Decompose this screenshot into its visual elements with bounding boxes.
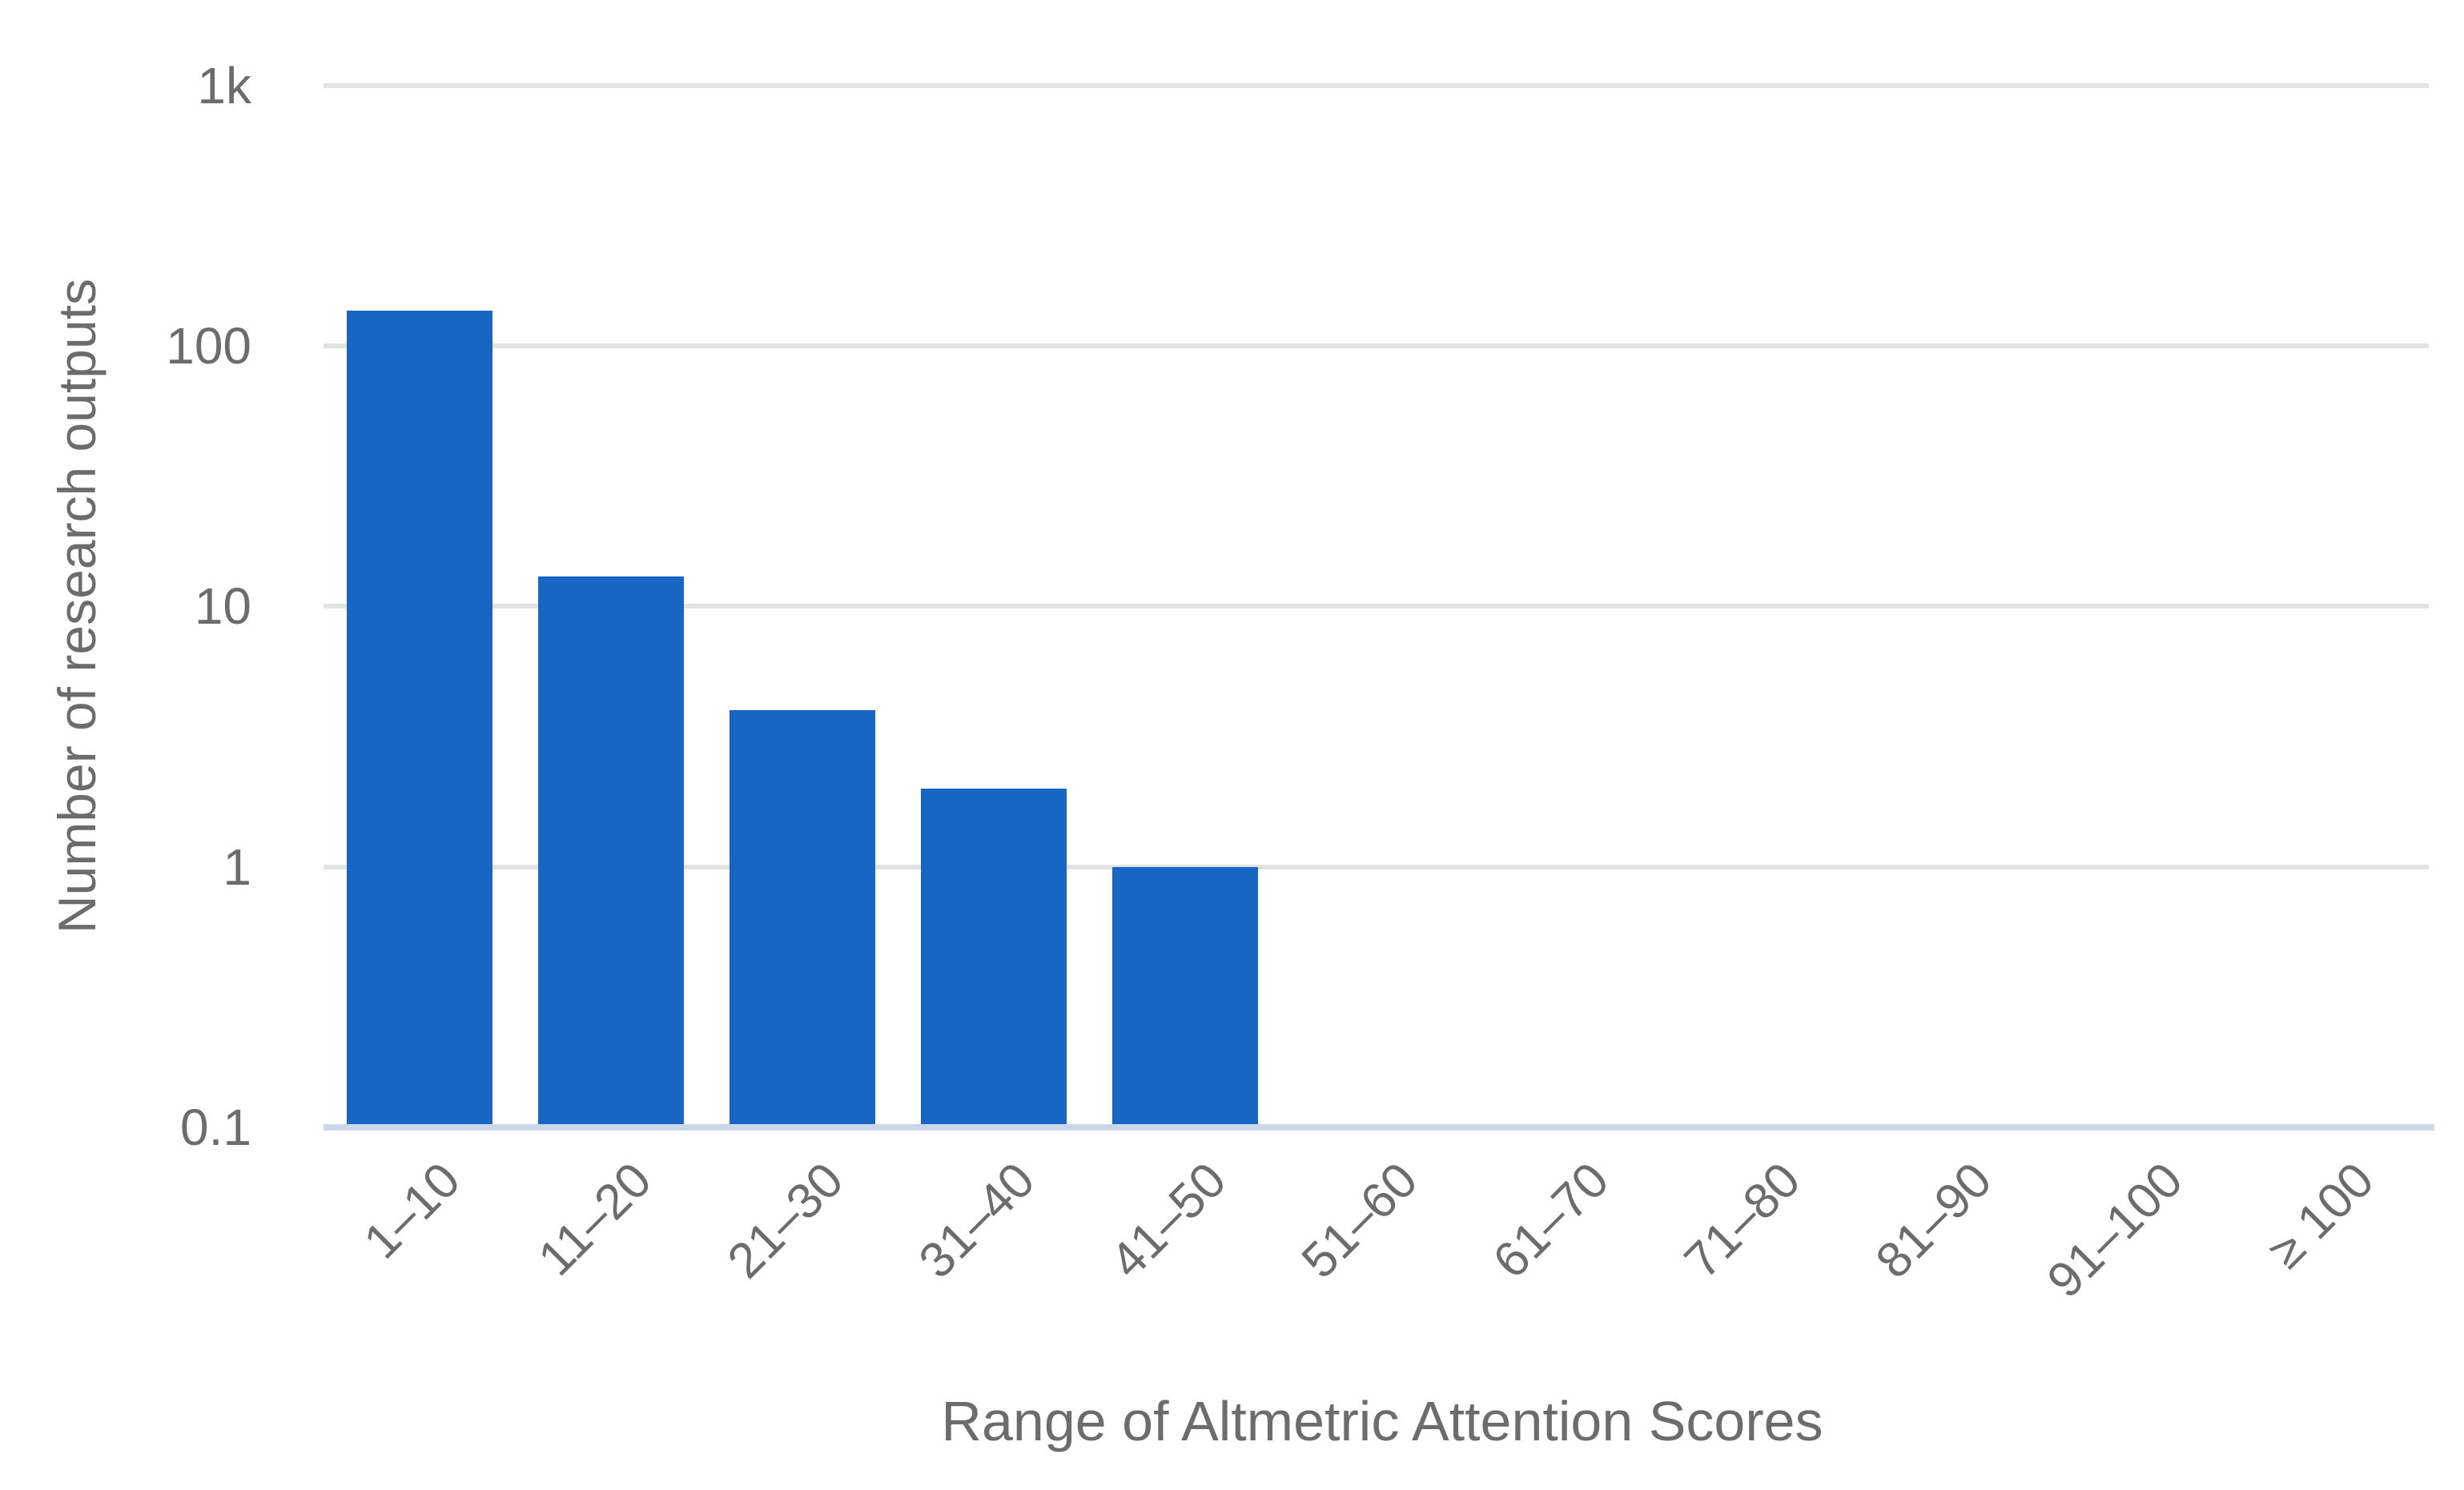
bar-11–20[interactable]: [538, 576, 684, 1127]
bar-1–10[interactable]: [347, 311, 492, 1127]
gridline-100: [324, 343, 2429, 348]
x-tick-label-91–100: 91–100: [2036, 1152, 2193, 1309]
x-axis-line: [324, 1124, 2434, 1131]
x-tick-label-21–30: 21–30: [717, 1152, 854, 1289]
x-tick-label-≥100: ≥ 100: [2257, 1152, 2385, 1279]
y-tick-label-1k: 1k: [197, 57, 251, 114]
y-tick-label-1: 1: [223, 838, 251, 896]
x-tick-label-71–80: 71–80: [1674, 1152, 1811, 1289]
gridline-1k: [324, 83, 2429, 88]
x-tick-label-31–40: 31–40: [908, 1152, 1045, 1289]
x-tick-label-11–20: 11–20: [528, 1152, 662, 1287]
x-tick-label-41–50: 41–50: [1099, 1152, 1236, 1289]
x-tick-label-1–10: 1–10: [353, 1152, 471, 1270]
gridline-10: [324, 604, 2429, 608]
bar-21–30[interactable]: [730, 710, 875, 1127]
x-tick-label-61–70: 61–70: [1482, 1152, 1619, 1289]
y-tick-label-100: 100: [166, 317, 251, 375]
bar-41–50[interactable]: [1112, 867, 1258, 1127]
y-tick-label-0.1: 0.1: [180, 1098, 251, 1156]
x-tick-label-51–60: 51–60: [1291, 1152, 1428, 1289]
gridline-1: [324, 865, 2429, 870]
x-tick-label-81–90: 81–90: [1865, 1152, 2002, 1289]
bar-31–40[interactable]: [921, 789, 1067, 1127]
y-tick-label-10: 10: [194, 577, 251, 635]
x-axis-title: Range of Altmetric Attention Scores: [941, 1390, 1823, 1452]
